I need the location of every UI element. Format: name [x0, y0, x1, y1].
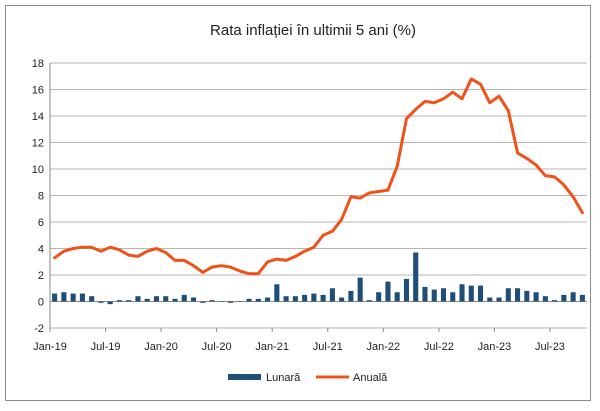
bar-lunara — [570, 292, 576, 302]
y-tick-label: 0 — [38, 297, 44, 309]
x-axis-ticks: Jan-19 Jul-19 Jan-20 Jul-20 Jan-21 Jul-21 Jan-… — [33, 328, 565, 353]
bar-lunara — [422, 286, 428, 302]
bar-lunara — [468, 285, 474, 302]
bar-lunara — [246, 298, 252, 302]
chart-title: Rata inflației în ultimii 5 ani (%) — [210, 22, 416, 39]
bar-lunara — [237, 301, 243, 302]
bar-lunara — [135, 296, 141, 302]
bar-lunara — [274, 284, 280, 302]
bar-lunara — [98, 301, 104, 303]
bar-lunara — [487, 297, 493, 302]
x-tick-label: Jul-21 — [313, 341, 343, 353]
x-tick-label: Jul-22 — [424, 341, 454, 353]
bar-lunara — [255, 298, 261, 302]
bar-lunara — [329, 288, 335, 302]
bar-lunara — [440, 288, 447, 302]
y-tick-label: 6 — [38, 217, 44, 229]
x-tick-label: Jan-20 — [144, 341, 178, 353]
bar-lunara — [200, 301, 206, 303]
bar-lunara — [505, 288, 511, 302]
y-tick-label: 10 — [32, 164, 44, 176]
legend-label-lunara: Lunară — [266, 372, 301, 384]
bar-lunara — [579, 294, 585, 302]
bar-lunara — [70, 293, 76, 302]
bar-lunara — [292, 296, 298, 302]
bar-lunara — [181, 294, 187, 302]
bar-lunara — [450, 292, 456, 302]
bar-lunara — [515, 288, 521, 302]
bar-lunara — [394, 292, 400, 302]
y-tick-label: 12 — [32, 138, 44, 150]
bar-lunara — [163, 296, 169, 302]
bar-lunara — [459, 284, 465, 302]
bar-lunara — [172, 298, 178, 302]
series-anuala-line — [53, 77, 584, 276]
bar-lunara — [190, 297, 197, 302]
bar-lunara — [552, 300, 558, 302]
bar-lunara — [107, 301, 113, 305]
bar-lunara — [209, 300, 215, 302]
x-tick-label: Jan-23 — [478, 341, 512, 353]
bar-lunara — [477, 285, 484, 302]
x-tick-label: Jan-19 — [33, 341, 67, 353]
inflation-chart: Rata inflației în ultimii 5 ani (%) -2 0 2… — [32, 22, 587, 384]
bar-lunara — [283, 296, 289, 302]
bar-lunara — [496, 297, 502, 302]
bar-lunara — [302, 294, 308, 302]
x-tick-label: Jul-19 — [91, 341, 121, 353]
bar-lunara — [561, 294, 567, 302]
line-anuala — [53, 77, 584, 276]
y-tick-label: -2 — [34, 323, 44, 335]
bar-lunara — [431, 289, 437, 302]
x-tick-label: Jul-23 — [535, 341, 565, 353]
legend-swatch-lunara — [228, 374, 261, 380]
bar-lunara — [366, 300, 372, 302]
y-axis-ticks: -2 0 2 4 6 8 10 12 14 16 18 — [32, 58, 44, 335]
bar-lunara — [61, 292, 67, 302]
bar-lunara — [265, 297, 271, 302]
y-tick-label: 16 — [32, 85, 44, 97]
bar-lunara — [116, 300, 122, 302]
legend-label-anuala: Anuală — [353, 372, 388, 384]
bar-lunara — [524, 290, 530, 302]
bar-lunara — [376, 292, 382, 302]
bar-lunara — [533, 292, 539, 302]
x-tick-label: Jan-21 — [255, 341, 289, 353]
bar-lunara — [144, 298, 150, 302]
x-tick-label: Jan-22 — [366, 341, 400, 353]
bar-lunara — [320, 294, 326, 302]
bar-lunara — [357, 277, 363, 302]
bar-lunara — [126, 300, 132, 302]
y-tick-label: 18 — [32, 58, 44, 70]
bar-lunara — [311, 293, 317, 302]
bar-lunara — [542, 296, 548, 302]
bar-lunara — [79, 293, 85, 302]
bar-lunara — [52, 293, 58, 302]
bar-lunara — [227, 301, 234, 303]
bar-lunara — [403, 278, 410, 302]
y-tick-label: 8 — [38, 191, 44, 203]
bar-lunara — [339, 297, 345, 302]
bar-lunara — [218, 301, 224, 302]
bar-lunara — [413, 252, 419, 302]
bar-lunara — [153, 296, 160, 302]
chart-frame: Rata inflației în ultimii 5 ani (%) -2 0 2… — [5, 5, 591, 401]
legend: Lunară Anuală — [228, 372, 388, 384]
bar-lunara — [89, 296, 95, 302]
y-tick-label: 4 — [38, 244, 44, 256]
y-tick-label: 14 — [32, 111, 44, 123]
y-tick-label: 2 — [38, 270, 44, 282]
series-lunara-bars — [52, 252, 585, 305]
bar-lunara — [385, 281, 391, 302]
bar-lunara — [348, 290, 354, 302]
x-tick-label: Jul-20 — [202, 341, 232, 353]
